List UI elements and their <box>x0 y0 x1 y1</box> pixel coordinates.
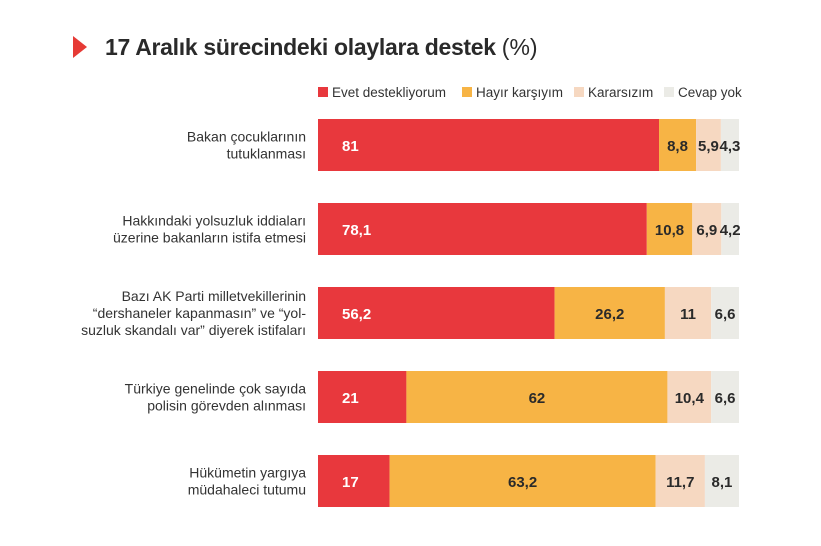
bar-segment-0-2 <box>696 119 721 171</box>
bar-segment-3-2 <box>667 371 712 423</box>
legend-label-1: Hayır karşıyım <box>476 85 563 100</box>
legend-label-2: Kararsızım <box>588 85 653 100</box>
data-label-3-1: 62 <box>529 390 546 407</box>
bar-segment-3-1 <box>406 371 668 423</box>
category-label-3-line-1: polisin görevden alınması <box>147 398 306 414</box>
chart-title: 17 Aralık sürecindeki olaylara destek <box>105 33 496 60</box>
data-label-4-2: 11,7 <box>666 474 694 491</box>
bar-segment-1-0 <box>318 203 647 255</box>
bar-segment-0-0 <box>318 119 660 171</box>
bar-segment-2-1 <box>554 287 665 339</box>
data-label-3-0: 21 <box>342 390 359 407</box>
bar-segment-2-2 <box>664 287 712 339</box>
category-label-0-line-0: Bakan çocuklarının <box>187 129 306 145</box>
category-label-1-line-0: Hakkındaki yolsuzluk iddiaları <box>122 213 306 229</box>
data-label-3-2: 10,4 <box>675 390 705 407</box>
category-label-2-line-2: suzluk skandalı var” diyerek istifaları <box>81 322 306 338</box>
data-label-2-0: 56,2 <box>342 306 371 323</box>
legend-swatch-3 <box>664 87 674 97</box>
bar-segment-4-2 <box>655 455 705 507</box>
data-label-1-2: 6,9 <box>696 222 717 239</box>
legend-swatch-2 <box>574 87 584 97</box>
data-label-4-3: 8,1 <box>712 474 733 491</box>
data-label-1-1: 10,8 <box>655 222 684 239</box>
chart-legend: Evet destekliyorum Hayır karşıyım Kararsız… <box>318 85 742 100</box>
bar-segment-1-2 <box>692 203 722 255</box>
data-label-0-2: 5,9 <box>698 138 719 155</box>
chart-bars: 81 8,8 5,9 4,3 78,1 10,8 6,9 4,2 56,2 26,2 11 6,6 21… <box>318 119 741 507</box>
legend-swatch-0 <box>318 87 328 97</box>
chart-title-row: 17 Aralık sürecindeki olaylara destek (%… <box>73 32 538 62</box>
data-label-0-3: 4,3 <box>720 138 741 155</box>
category-label-4-line-0: Hükümetin yargıya <box>189 465 306 481</box>
legend-swatch-1 <box>462 87 472 97</box>
data-label-1-0: 78,1 <box>342 222 371 239</box>
bar-segment-4-0 <box>318 455 390 507</box>
data-label-0-0: 81 <box>342 138 359 155</box>
bar-segment-2-0 <box>318 287 555 339</box>
bar-segment-1-3 <box>721 203 739 255</box>
category-label-0-line-1: tutuklanması <box>227 146 306 162</box>
data-label-2-3: 6,6 <box>715 306 736 323</box>
category-label-3-line-0: Türkiye genelinde çok sayıda <box>125 381 307 397</box>
legend-label-0: Evet destekliyorum <box>332 85 446 100</box>
category-label-2-line-0: Bazı AK Parti milletvekillerinin <box>122 288 306 304</box>
bar-segment-4-3 <box>704 455 739 507</box>
bar-segment-3-3 <box>711 371 739 423</box>
chart-title-unit: (%) <box>501 33 538 60</box>
category-label-2-line-1: “dershaneler kapanmasın” ve “yol- <box>93 305 307 321</box>
title-arrow-icon <box>73 36 87 58</box>
category-label-4-line-1: müdahaleci tutumu <box>188 482 306 498</box>
data-label-2-1: 26,2 <box>595 306 624 323</box>
bar-segment-4-1 <box>389 455 656 507</box>
data-label-1-3: 4,2 <box>720 222 741 239</box>
bar-segment-0-1 <box>659 119 697 171</box>
bar-segment-3-0 <box>318 371 407 423</box>
data-label-4-0: 17 <box>342 474 359 491</box>
category-label-1-line-1: üzerine bakanların istifa etmesi <box>113 230 306 246</box>
legend-label-3: Cevap yok <box>678 85 742 100</box>
data-label-0-1: 8,8 <box>667 138 688 155</box>
data-label-4-1: 63,2 <box>508 474 537 491</box>
bar-segment-2-3 <box>711 287 739 339</box>
bar-segment-1-1 <box>646 203 693 255</box>
data-label-3-3: 6,6 <box>715 390 736 407</box>
bar-segment-0-3 <box>720 119 739 171</box>
data-label-2-2: 11 <box>680 306 696 323</box>
